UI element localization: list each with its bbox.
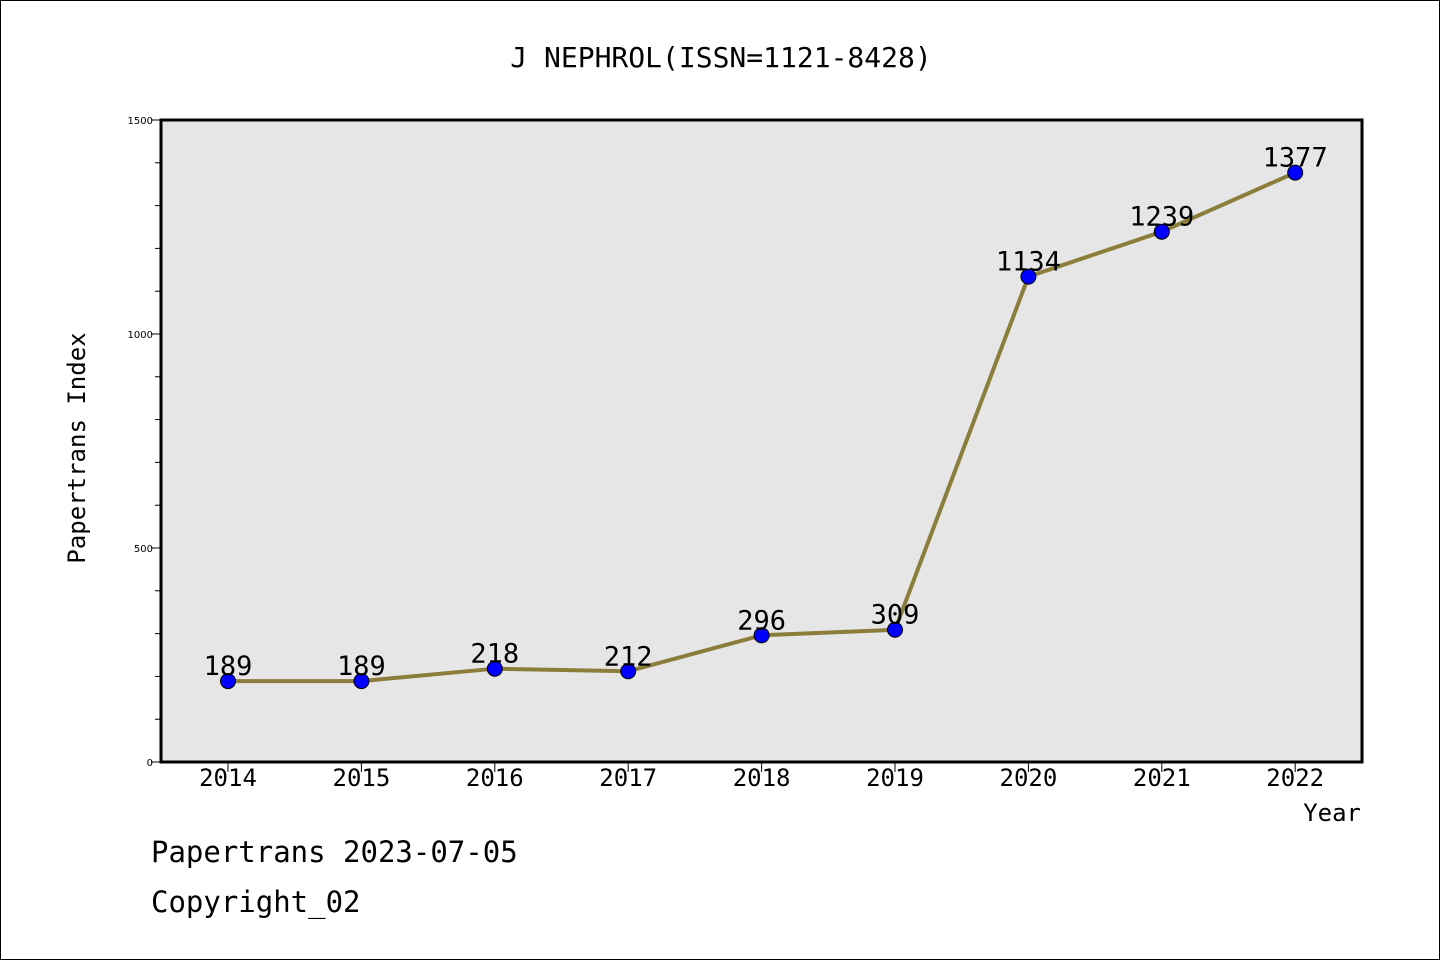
- y-tick-label: 1000: [128, 330, 153, 341]
- x-tick-label: 2018: [733, 764, 791, 792]
- data-point: [1020, 268, 1037, 285]
- chart-title: J NEPHROL(ISSN=1121-8428): [510, 41, 931, 74]
- x-axis-tick-labels: 2014 2015 2016 2017 2018 2019 2020 2021 2022: [199, 764, 1324, 792]
- data-point: [753, 627, 770, 644]
- plot-border: [159, 118, 1364, 764]
- x-tick-label: 2021: [1133, 764, 1191, 792]
- data-label: 1377: [1263, 143, 1328, 174]
- x-tick-label: 2016: [466, 764, 524, 792]
- data-label: 218: [470, 639, 519, 670]
- x-axis-ticks: [227, 762, 1296, 772]
- data-labels: 189 189 218 212 296 309 1134 1239 1377: [204, 143, 1328, 682]
- y-tick-label: 0: [147, 758, 153, 769]
- data-point: [220, 673, 236, 690]
- x-axis-label: Year: [1303, 799, 1361, 827]
- x-tick-label: 2017: [599, 764, 657, 792]
- x-tick-label: 2019: [866, 764, 924, 792]
- y-axis-tick-labels: 0 500 1000 1500: [128, 116, 153, 769]
- data-point: [486, 660, 503, 677]
- data-point: [1287, 164, 1304, 181]
- data-label: 296: [737, 605, 786, 636]
- footer-date: Papertrans 2023-07-05: [151, 835, 518, 869]
- data-label: 309: [871, 600, 920, 631]
- y-tick-label: 500: [134, 544, 153, 555]
- x-tick-label: 2014: [199, 764, 257, 792]
- data-point: [887, 621, 903, 638]
- x-tick-label: 2022: [1266, 764, 1324, 792]
- data-point: [620, 663, 637, 680]
- x-tick-label: 2015: [333, 764, 391, 792]
- y-tick-label: 1500: [128, 116, 153, 127]
- x-tick-label: 2020: [1000, 764, 1058, 792]
- data-markers: [220, 164, 1304, 690]
- data-label: 1239: [1129, 202, 1194, 233]
- data-label: 189: [204, 651, 253, 682]
- data-label: 189: [337, 651, 386, 682]
- data-label: 1134: [996, 247, 1061, 278]
- y-axis-label: Papertrans Index: [63, 332, 91, 563]
- data-label: 212: [604, 641, 653, 672]
- footer-copyright: Copyright_02: [151, 885, 361, 919]
- data-point: [1153, 223, 1170, 240]
- data-point: [353, 673, 370, 690]
